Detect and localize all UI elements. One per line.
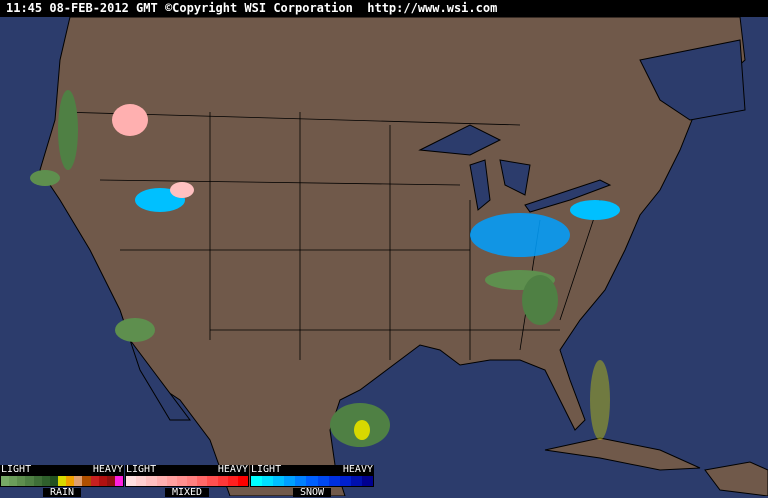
legend-swatch: [207, 476, 218, 486]
legend-light: LIGHT: [251, 464, 282, 475]
header-bar: 11:45 08-FEB-2012 GMT ©Copyright WSI Cor…: [0, 0, 768, 17]
legend-swatch: [106, 476, 115, 486]
legend-color-bar: [0, 475, 124, 487]
legend-swatch: [98, 476, 107, 486]
legend-swatch: [217, 476, 228, 486]
legend-snow: LIGHT HEAVY SNOW: [250, 464, 374, 498]
legend-name: MIXED: [165, 488, 209, 498]
legend-swatch: [328, 476, 340, 486]
legend-swatch: [295, 476, 307, 486]
legend-name: SNOW: [293, 488, 331, 498]
legend-swatch: [41, 476, 50, 486]
legend-swatch: [339, 476, 351, 486]
land-north-america: [39, 16, 746, 496]
hudson-bay-area: [639, 39, 746, 121]
copyright: ©Copyright WSI Corporation: [164, 1, 353, 15]
cuba: [544, 437, 701, 471]
hispaniola: [704, 461, 768, 496]
legend-heavy: HEAVY: [217, 464, 248, 475]
legend-swatch: [1, 476, 10, 486]
legend-swatch: [82, 476, 91, 486]
legend-heavy: HEAVY: [92, 464, 123, 475]
legend-swatch: [126, 476, 137, 486]
legend-name: RAIN: [43, 488, 81, 498]
legend-swatch: [156, 476, 167, 486]
legend-color-bar: [250, 475, 374, 487]
legend-swatch: [176, 476, 188, 486]
legend-color-bar: [125, 475, 249, 487]
legend-swatch: [74, 476, 83, 486]
legend-swatch: [306, 476, 318, 486]
legend-swatch: [197, 476, 208, 486]
lake-erie-ontario: [524, 179, 612, 213]
legend-mixed: LIGHT HEAVY MIXED: [125, 464, 249, 498]
legend-light: LIGHT: [126, 464, 157, 475]
legend-swatch: [361, 476, 374, 486]
legend-swatch: [57, 476, 67, 486]
lake-huron: [499, 159, 531, 196]
legend-swatch: [350, 476, 362, 486]
legend-swatch: [66, 476, 75, 486]
legend-swatch: [166, 476, 177, 486]
radar-echoes: [30, 90, 620, 447]
legend-swatch: [187, 476, 198, 486]
legend-swatch: [284, 476, 296, 486]
legend-swatch: [49, 476, 58, 486]
legend-swatch: [114, 476, 124, 486]
legend-swatch: [9, 476, 18, 486]
legend-swatch: [25, 476, 34, 486]
legend-swatch: [146, 476, 157, 486]
legend-heavy: HEAVY: [342, 464, 373, 475]
url: http://www.wsi.com: [367, 1, 498, 15]
legend-swatch: [90, 476, 99, 486]
legend-rain: LIGHT HEAVY RAIN: [0, 464, 124, 498]
legend-swatch: [273, 476, 285, 486]
baja-gulf: [129, 339, 191, 421]
legend-swatch: [251, 476, 263, 486]
lake-superior: [418, 124, 502, 156]
timestamp: 11:45 08-FEB-2012 GMT: [6, 1, 158, 15]
legend-swatch: [33, 476, 42, 486]
legend-swatch: [317, 476, 329, 486]
legend-swatch: [262, 476, 274, 486]
lake-michigan: [469, 159, 491, 211]
legend-swatch: [237, 476, 249, 486]
legend-swatch: [17, 476, 26, 486]
legend-light: LIGHT: [1, 464, 32, 475]
legend-swatch: [227, 476, 238, 486]
legend-swatch: [136, 476, 147, 486]
